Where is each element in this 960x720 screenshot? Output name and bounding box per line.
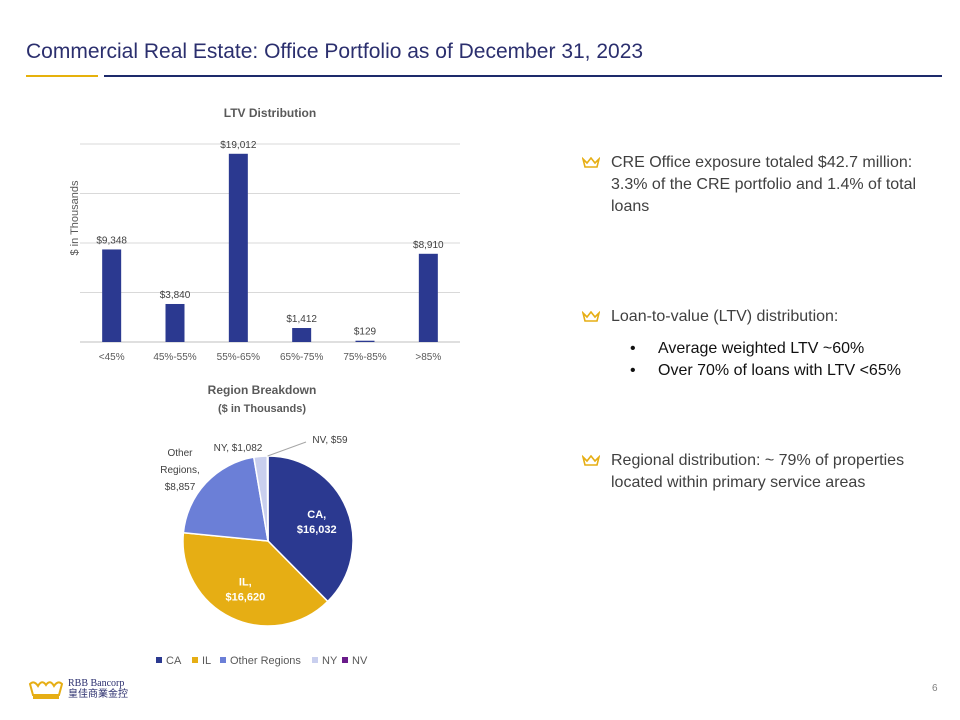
sub-bullet-text: Average weighted LTV ~60%: [658, 340, 865, 357]
ltv-data-label: $129: [354, 327, 377, 338]
page-number: 6: [932, 683, 938, 694]
pie-slice: [182, 531, 329, 627]
pie-label-value: $16,032: [297, 524, 337, 536]
sub-bullet-text: Over 70% of loans with LTV <65%: [658, 362, 901, 379]
ltv-bar: [228, 153, 248, 342]
pie-label-name: IL,: [239, 577, 252, 589]
page-title: Commercial Real Estate: Office Portfolio…: [26, 40, 644, 63]
title-rule-navy: [104, 75, 942, 77]
legend-label: CA: [166, 655, 182, 667]
pie-label: NY, $1,082: [214, 443, 263, 454]
legend-swatch: [192, 657, 198, 663]
ltv-bar: [102, 249, 122, 342]
ltv-tick-label: 55%-65%: [217, 352, 260, 363]
logo-chinese: 皇佳商業金控: [68, 689, 128, 700]
ltv-tick-label: >85%: [415, 352, 441, 363]
region-chart-title: Region Breakdown: [208, 383, 317, 397]
pie-slice: [182, 456, 269, 542]
bullet-text: CRE Office exposure totaled $42.7 millio…: [611, 154, 917, 215]
ltv-tick-label: 75%-85%: [343, 352, 386, 363]
legend-swatch: [156, 657, 162, 663]
legend-label: NV: [352, 655, 368, 667]
ltv-data-label: $8,910: [413, 240, 444, 251]
legend-label: Other Regions: [230, 655, 301, 667]
pie-label-name: Regions,: [160, 465, 199, 476]
legend-swatch: [342, 657, 348, 663]
ltv-data-label: $3,840: [160, 290, 191, 301]
legend-swatch: [220, 657, 226, 663]
pie-slice: [267, 455, 354, 603]
pie-label-name: CA,: [307, 509, 326, 521]
ltv-tick-label: 45%-55%: [153, 352, 196, 363]
sub-bullet: • Over 70% of loans with LTV <65%: [630, 362, 901, 379]
legend-label: IL: [202, 655, 211, 667]
ltv-chart-title: LTV Distribution: [224, 106, 316, 120]
title-rule-gold: [26, 75, 98, 77]
crown-icon: [582, 455, 600, 466]
legend-swatch: [312, 657, 318, 663]
pie-label: NV, $59: [312, 435, 348, 446]
pie-label-value: $16,620: [225, 592, 265, 604]
crown-icon: [582, 157, 600, 168]
bullet-text: Loan-to-value (LTV) distribution:: [611, 308, 839, 325]
ltv-distribution-chart: LTV Distribution $ in Thousands $9,348 <45%…: [69, 106, 460, 363]
region-breakdown-chart: Region Breakdown ($ in Thousands) CA, $16,0…: [156, 383, 368, 667]
ltv-data-label: $1,412: [286, 314, 317, 325]
ltv-bar: [165, 303, 185, 342]
ltv-data-label: $9,348: [96, 235, 127, 246]
pie-slice: [266, 455, 269, 542]
legend-label: NY: [322, 655, 338, 667]
region-chart-subtitle: ($ in Thousands): [218, 403, 306, 415]
logo-name: RBB Bancorp: [68, 678, 125, 689]
ltv-data-label: $19,012: [220, 140, 257, 151]
pie-label-value: $8,857: [165, 482, 196, 493]
ltv-bar: [355, 340, 375, 342]
crown-icon: [582, 311, 600, 322]
ltv-tick-label: <45%: [99, 352, 125, 363]
logo-text: RBB Bancorp 皇佳商業金控: [68, 678, 128, 700]
ltv-y-axis-label: $ in Thousands: [69, 180, 81, 256]
ltv-bar: [292, 328, 312, 342]
rbb-crown-logo: [28, 681, 64, 699]
bullet-text: Regional distribution: ~ 79% of properti…: [611, 452, 905, 491]
pie-label-name: Other: [167, 448, 193, 459]
sub-bullet: • Average weighted LTV ~60%: [630, 340, 865, 357]
ltv-bar: [418, 253, 438, 342]
pie-leader-line: [267, 441, 307, 457]
ltv-tick-label: 65%-75%: [280, 352, 323, 363]
